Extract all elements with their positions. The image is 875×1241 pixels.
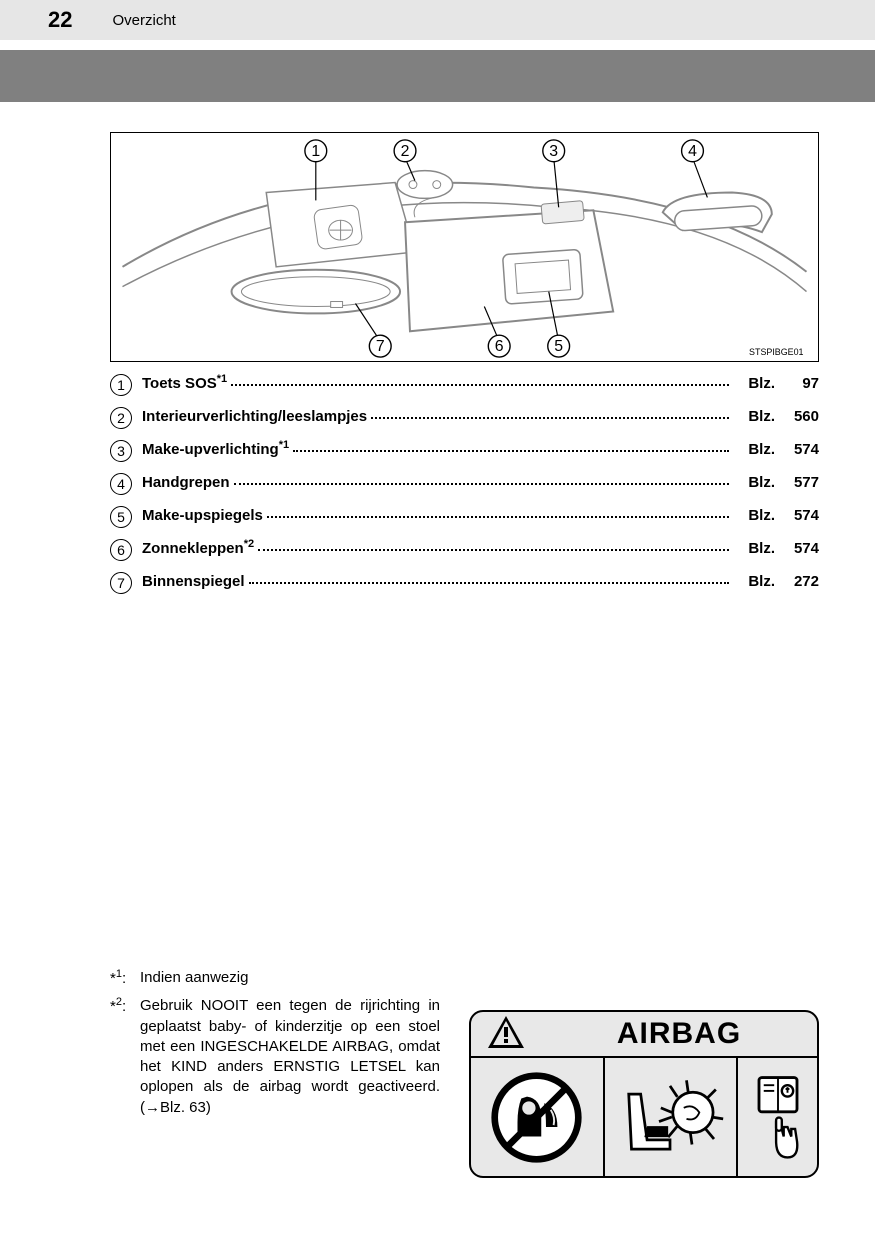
page-number: 22 (48, 7, 72, 33)
toc-num: 7 (110, 572, 132, 594)
toc-label: Zonnekleppen*2 (142, 538, 254, 557)
diagram-label-1: 1 (311, 143, 320, 160)
toc-label: Binnenspiegel (142, 571, 245, 590)
airbag-manual-icon (738, 1058, 817, 1176)
toc-row: 2 Interieurverlichting/leeslampjes Blz. … (110, 405, 819, 427)
leader-dots (231, 384, 729, 386)
diagram-label-4: 4 (688, 143, 697, 160)
footnote-mark: *2: (110, 996, 140, 1118)
airbag-deploy-icon (605, 1058, 739, 1176)
toc-label: Make-upspiegels (142, 505, 263, 524)
diagram-code: STSPIBGE01 (749, 347, 803, 357)
leader-dots (267, 516, 729, 518)
toc-num: 5 (110, 506, 132, 528)
toc-blz: Blz. (735, 540, 775, 557)
diagram-label-5: 5 (554, 338, 563, 355)
toc-row: 4 Handgrepen Blz. 577 (110, 471, 819, 493)
footnote-text: Indien aanwezig (140, 968, 440, 988)
diagram-label-6: 6 (495, 338, 504, 355)
footnote-1: *1: Indien aanwezig (110, 968, 800, 988)
leader-dots (258, 549, 729, 551)
toc-num: 4 (110, 473, 132, 495)
airbag-title: AIRBAG (541, 1017, 817, 1051)
toc-num: 6 (110, 539, 132, 561)
toc-label: Make-upverlichting*1 (142, 439, 289, 458)
toc-page: 574 (775, 540, 819, 557)
toc-blz: Blz. (735, 375, 775, 392)
warning-triangle-icon (471, 1014, 541, 1055)
footnote-mark: *1: (110, 968, 140, 988)
toc-row: 7 Binnenspiegel Blz. 272 (110, 570, 819, 592)
airbag-warning-panel: AIRBAG (469, 1010, 819, 1178)
toc-page: 574 (775, 441, 819, 458)
toc-blz: Blz. (735, 573, 775, 590)
airbag-prohibit-icon (471, 1058, 605, 1176)
toc-label: Handgrepen (142, 472, 230, 491)
toc-label: Toets SOS*1 (142, 373, 227, 392)
airbag-icons-row (471, 1058, 817, 1176)
footnote-text: Gebruik NOOIT een tegen de rijrichting i… (140, 996, 440, 1118)
toc-page: 560 (775, 408, 819, 425)
header-title: Overzicht (112, 12, 175, 29)
toc-page: 574 (775, 507, 819, 524)
content-area: 1 2 3 4 5 6 7 STSPIBGE01 (0, 102, 875, 592)
toc-num: 1 (110, 374, 132, 396)
toc-page: 97 (775, 375, 819, 392)
toc-blz: Blz. (735, 507, 775, 524)
leader-dots (234, 483, 729, 485)
toc-blz: Blz. (735, 474, 775, 491)
toc-row: 6 Zonnekleppen*2 Blz. 574 (110, 537, 819, 559)
diagram-svg: 1 2 3 4 5 6 7 STSPIBGE01 (111, 133, 818, 361)
toc-list: 1 Toets SOS*1 Blz. 97 2 Interieurverlich… (110, 372, 819, 592)
airbag-header: AIRBAG (471, 1012, 817, 1058)
toc-row: 5 Make-upspiegels Blz. 574 (110, 504, 819, 526)
diagram-label-3: 3 (549, 143, 558, 160)
toc-row: 1 Toets SOS*1 Blz. 97 (110, 372, 819, 394)
leader-dots (249, 582, 729, 584)
ceiling-diagram: 1 2 3 4 5 6 7 STSPIBGE01 (110, 132, 819, 362)
diagram-label-7: 7 (376, 338, 385, 355)
leader-dots (371, 417, 729, 419)
page-header: 22 Overzicht (0, 0, 875, 40)
section-bar (0, 50, 875, 102)
toc-page: 272 (775, 573, 819, 590)
toc-blz: Blz. (735, 408, 775, 425)
leader-dots (293, 450, 729, 452)
toc-page: 577 (775, 474, 819, 491)
toc-num: 2 (110, 407, 132, 429)
toc-num: 3 (110, 440, 132, 462)
toc-row: 3 Make-upverlichting*1 Blz. 574 (110, 438, 819, 460)
toc-blz: Blz. (735, 441, 775, 458)
diagram-label-2: 2 (401, 143, 410, 160)
toc-label: Interieurverlichting/leeslampjes (142, 406, 367, 425)
